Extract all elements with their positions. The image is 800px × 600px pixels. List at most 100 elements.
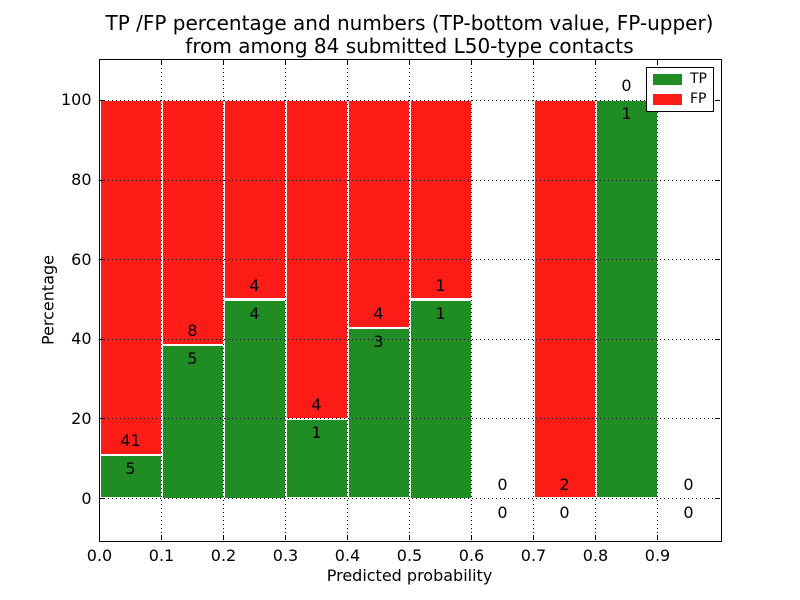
legend-entry-fp: FP xyxy=(653,92,707,107)
x-tick-mark-bottom xyxy=(347,534,348,540)
x-tick-label: 0.9 xyxy=(644,545,671,565)
x-tick-mark-bottom xyxy=(223,534,224,540)
bar-tp-segment xyxy=(161,345,224,499)
y-tick-mark-right xyxy=(714,418,720,420)
y-tick-mark-right xyxy=(714,259,720,261)
y-tick-label: 100 xyxy=(60,90,92,110)
bar-fp-segment xyxy=(99,100,162,456)
x-tick-mark-top xyxy=(595,59,596,65)
bar-tp-segment xyxy=(595,100,658,499)
legend-entry-tp: TP xyxy=(653,72,707,87)
y-tick-label: 0 xyxy=(81,488,92,508)
x-tick-mark-top xyxy=(471,59,472,65)
fp-count-label: 8 xyxy=(187,321,198,341)
bar-fp-segment xyxy=(161,100,224,346)
tp-count-label: 0 xyxy=(559,502,570,522)
x-tick-label: 0.2 xyxy=(210,545,237,565)
gridline-x xyxy=(285,59,286,540)
legend-swatch-tp xyxy=(653,74,682,85)
y-tick-mark-right xyxy=(714,179,720,181)
tp-count-label: 5 xyxy=(125,459,136,479)
bar-fp-segment xyxy=(533,100,596,499)
tp-count-label: 1 xyxy=(435,303,446,323)
gridline-x xyxy=(347,59,348,540)
x-tick-label: 0.6 xyxy=(458,545,485,565)
bar-tp-segment xyxy=(285,418,348,499)
x-tick-label: 0.7 xyxy=(520,545,547,565)
x-tick-label: 0.1 xyxy=(148,545,175,565)
bar-fp-segment xyxy=(347,100,410,328)
x-tick-mark-bottom xyxy=(409,534,410,540)
tp-count-label: 3 xyxy=(373,331,384,351)
x-tick-mark-top xyxy=(161,59,162,65)
fp-count-label: 0 xyxy=(683,474,694,494)
fp-count-label: 1 xyxy=(435,275,446,295)
chart-title-line2: from among 84 submitted L50-type contact… xyxy=(185,34,634,58)
bar-tp-segment xyxy=(223,299,286,499)
fp-count-label: 4 xyxy=(373,303,384,323)
x-tick-mark-top xyxy=(657,59,658,65)
y-tick-mark-left xyxy=(99,418,105,420)
x-tick-label: 0.3 xyxy=(272,545,299,565)
bar-tp-segment xyxy=(347,327,410,499)
x-tick-mark-top xyxy=(223,59,224,65)
y-tick-label: 40 xyxy=(71,329,92,349)
x-tick-mark-top xyxy=(409,59,410,65)
y-tick-mark-left xyxy=(99,179,105,181)
y-tick-mark-right xyxy=(714,338,720,340)
legend-swatch-fp xyxy=(653,94,682,105)
x-axis-label: Predicted probability xyxy=(326,566,493,585)
gridline-x xyxy=(657,59,658,540)
y-tick-mark-left xyxy=(99,259,105,261)
x-tick-mark-bottom xyxy=(657,534,658,540)
bar-tp-segment xyxy=(99,455,162,499)
x-tick-mark-bottom xyxy=(595,534,596,540)
x-tick-mark-top xyxy=(99,59,100,65)
x-tick-mark-top xyxy=(533,59,534,65)
y-tick-mark-right xyxy=(714,99,720,101)
fp-count-label: 0 xyxy=(497,474,508,494)
bar-fp-segment xyxy=(223,100,286,300)
y-tick-label: 80 xyxy=(71,170,92,190)
gridline-x xyxy=(161,59,162,540)
y-tick-mark-left xyxy=(99,338,105,340)
legend-label-tp: TP xyxy=(690,71,707,87)
bar-fp-segment xyxy=(409,100,472,300)
fp-count-label: 4 xyxy=(311,394,322,414)
fp-count-label: 2 xyxy=(559,474,570,494)
gridline-x xyxy=(533,59,534,540)
tp-count-label: 0 xyxy=(683,502,694,522)
fp-count-label: 4 xyxy=(249,275,260,295)
plot-area: 41 5 8 5 4 4 4 1 4 3 1 1 0 0 2 0 0 1 0 0 0.0 0.1 0.2 0.3 0.4 0.5 0… xyxy=(61,58,722,565)
x-tick-label: 0.4 xyxy=(334,545,361,565)
x-tick-mark-bottom xyxy=(471,534,472,540)
y-tick-mark-left xyxy=(99,99,105,101)
fp-count-label: 41 xyxy=(120,431,141,451)
gridline-x xyxy=(595,59,596,540)
x-tick-label: 0.0 xyxy=(86,545,113,565)
tp-count-label: 1 xyxy=(311,422,322,442)
x-tick-mark-top xyxy=(285,59,286,65)
fp-count-label: 0 xyxy=(621,76,632,96)
x-tick-mark-bottom xyxy=(161,534,162,540)
tp-count-label: 5 xyxy=(187,349,198,369)
x-tick-mark-bottom xyxy=(533,534,534,540)
legend-label-fp: FP xyxy=(690,91,707,107)
y-tick-label: 20 xyxy=(71,408,92,428)
x-tick-label: 0.5 xyxy=(396,545,423,565)
legend: TP FP xyxy=(646,67,714,112)
x-tick-label: 0.8 xyxy=(582,545,609,565)
y-tick-label: 60 xyxy=(71,249,92,269)
gridline-x xyxy=(223,59,224,540)
tp-count-label: 1 xyxy=(621,104,632,124)
y-tick-mark-right xyxy=(714,498,720,499)
chart-title: TP /FP percentage and numbers (TP-bottom… xyxy=(98,12,721,58)
x-tick-mark-bottom xyxy=(285,534,286,540)
x-tick-mark-bottom xyxy=(99,534,100,540)
chart-title-line1: TP /FP percentage and numbers (TP-bottom… xyxy=(105,11,714,35)
gridline-x xyxy=(409,59,410,540)
tp-count-label: 4 xyxy=(249,303,260,323)
y-tick-mark-left xyxy=(99,498,105,499)
x-tick-mark-top xyxy=(347,59,348,65)
